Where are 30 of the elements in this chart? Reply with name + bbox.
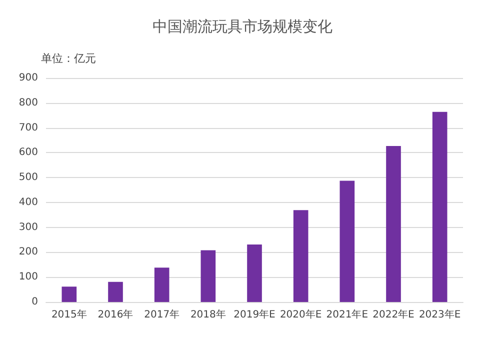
y-tick-label: 600 xyxy=(18,147,38,158)
y-tick-label: 200 xyxy=(18,246,38,258)
y-tick-label: 700 xyxy=(18,122,38,134)
x-tick-label: 2015年 xyxy=(51,308,87,320)
x-tick-label: 2021年E xyxy=(326,308,368,320)
y-tick-label: 900 xyxy=(18,72,38,84)
x-tick-label: 2017年 xyxy=(144,308,180,320)
bar xyxy=(386,146,401,302)
y-tick-label: 400 xyxy=(18,196,38,208)
x-tick-label: 2023年E xyxy=(418,308,461,320)
bar xyxy=(340,180,355,302)
y-tick-label: 100 xyxy=(18,272,38,283)
x-tick-label: 2022年E xyxy=(372,308,414,320)
bar xyxy=(432,112,448,302)
bar xyxy=(247,244,262,302)
bar xyxy=(108,282,123,302)
bar xyxy=(154,268,170,302)
bar xyxy=(293,210,308,302)
y-tick-label: 0 xyxy=(32,296,38,308)
x-tick-label: 2018年 xyxy=(190,308,226,320)
x-tick-label: 2019年E xyxy=(234,308,276,320)
x-tick-label: 2016年 xyxy=(98,308,134,320)
bar xyxy=(200,250,216,302)
y-tick-label: 800 xyxy=(18,97,38,108)
x-tick-label: 2020年E xyxy=(280,308,322,320)
y-tick-label: 300 xyxy=(18,222,38,233)
y-tick-label: 500 xyxy=(18,172,38,184)
chart-title: 中国潮流玩具市场规模变化 xyxy=(152,18,332,36)
bar xyxy=(62,286,77,302)
chart-subtitle: 单位：亿元 xyxy=(41,52,96,65)
